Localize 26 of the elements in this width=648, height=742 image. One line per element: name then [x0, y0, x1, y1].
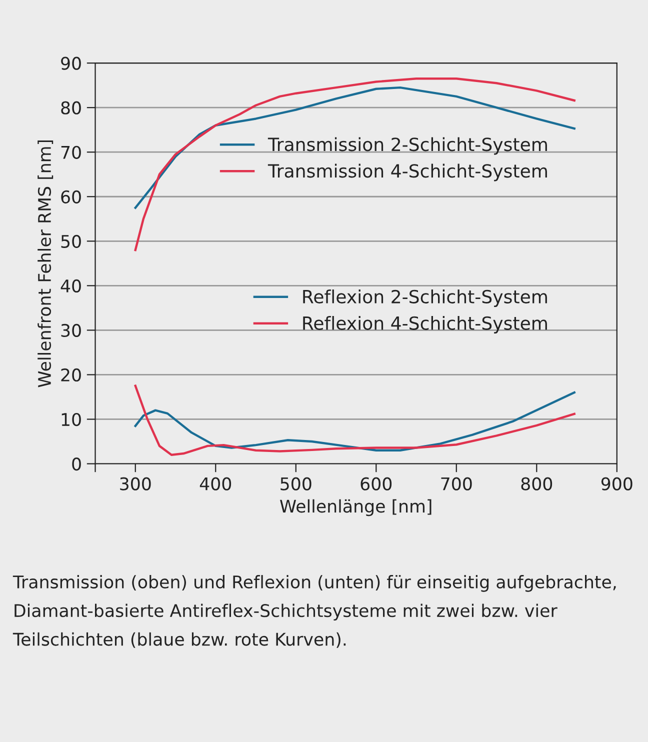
x-tick-label: 700 [441, 477, 472, 490]
legend-label: Transmission 4-Schicht-System [268, 164, 547, 182]
x-tick-label: 600 [360, 477, 392, 490]
x-tick-label: 300 [120, 477, 151, 490]
legend-label: Reflexion 2-Schicht-System [303, 290, 547, 307]
y-tick-label: 30 [61, 324, 81, 338]
y-tick-label: 50 [61, 234, 81, 248]
y-tick-label: 0 [72, 457, 81, 471]
legend-label: Transmission 2-Schicht-System [268, 137, 547, 155]
line-series [134, 86, 576, 209]
x-axis-title: Wellenlänge [nm] [280, 499, 432, 516]
x-tick-label: 400 [200, 477, 232, 490]
x-tick-label: 500 [280, 477, 312, 490]
y-tick-label: 10 [62, 412, 81, 426]
y-tick-label: 20 [61, 368, 81, 382]
x-tick-label: 900 [601, 477, 632, 490]
y-axis-title: Wellenfront Fehler RMS [nm] [38, 140, 54, 388]
y-tick-label: 60 [61, 190, 81, 204]
y-tick-label: 70 [61, 146, 81, 159]
y-tick-label: 80 [61, 101, 81, 114]
y-tick-label: 90 [61, 56, 81, 70]
text: Transmission (oben) und Reflexion (unten) für einseitig aufgebrachte, Diamant-basierte Antireflex-Schichtsysteme mit zwei bzw. vier Teilschichten (blaue bzw. rote Kurven). [12, 575, 616, 648]
legend-label: Reflexion 4-Schicht-System [303, 316, 547, 334]
line-series [134, 78, 576, 252]
y-tick-label: 40 [60, 279, 81, 293]
x-tick-label: 800 [521, 477, 552, 490]
